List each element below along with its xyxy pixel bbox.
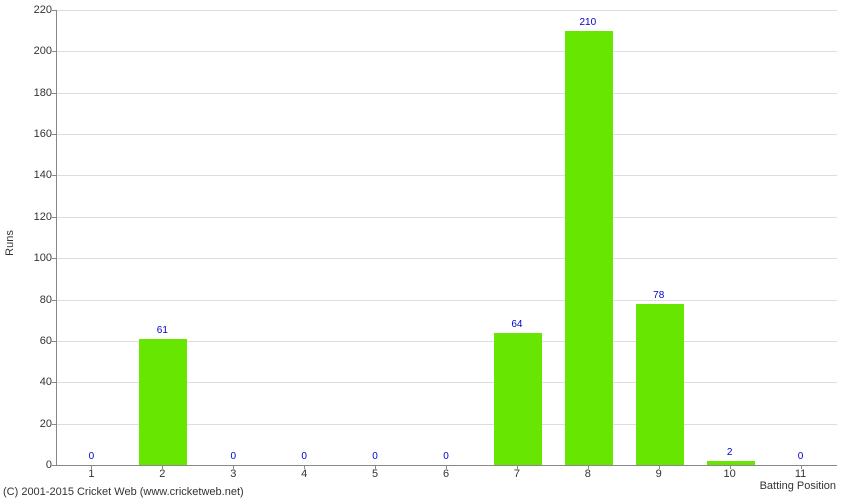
- bar: [139, 339, 187, 465]
- y-tick-mark: [52, 134, 56, 135]
- x-tick-label: 10: [710, 468, 750, 480]
- y-tick-label: 220: [22, 4, 52, 16]
- y-tick-label: 120: [22, 211, 52, 223]
- y-tick-mark: [52, 51, 56, 52]
- gridline: [57, 258, 837, 259]
- bar: [636, 304, 684, 465]
- x-tick-label: 2: [142, 468, 182, 480]
- gridline: [57, 134, 837, 135]
- bar-value-label: 2: [727, 447, 733, 458]
- gridline: [57, 10, 837, 11]
- copyright-text: (C) 2001-2015 Cricket Web (www.cricketwe…: [3, 486, 244, 498]
- bar-value-label: 0: [798, 451, 804, 462]
- y-tick-mark: [52, 93, 56, 94]
- x-tick-label: 3: [213, 468, 253, 480]
- chart-container: Runs Batting Position (C) 2001-2015 Cric…: [0, 0, 850, 500]
- y-tick-mark: [52, 424, 56, 425]
- y-tick-mark: [52, 258, 56, 259]
- bar-value-label: 0: [372, 451, 378, 462]
- y-tick-mark: [52, 175, 56, 176]
- x-tick-label: 6: [426, 468, 466, 480]
- x-tick-label: 9: [639, 468, 679, 480]
- y-tick-label: 140: [22, 169, 52, 181]
- y-tick-label: 180: [22, 87, 52, 99]
- gridline: [57, 175, 837, 176]
- x-tick-label: 11: [781, 468, 821, 480]
- bar: [565, 31, 613, 465]
- y-tick-mark: [52, 217, 56, 218]
- y-tick-label: 40: [22, 376, 52, 388]
- y-tick-label: 100: [22, 252, 52, 264]
- y-tick-mark: [52, 10, 56, 11]
- x-tick-label: 8: [568, 468, 608, 480]
- y-tick-mark: [52, 300, 56, 301]
- bar-value-label: 210: [579, 17, 596, 28]
- gridline: [57, 51, 837, 52]
- bar: [494, 333, 542, 465]
- bar-value-label: 0: [301, 451, 307, 462]
- bar-value-label: 64: [511, 319, 522, 330]
- bar-value-label: 0: [443, 451, 449, 462]
- y-tick-label: 80: [22, 294, 52, 306]
- y-tick-mark: [52, 382, 56, 383]
- gridline: [57, 93, 837, 94]
- bar-value-label: 0: [89, 451, 95, 462]
- y-tick-label: 20: [22, 418, 52, 430]
- bar-value-label: 78: [653, 290, 664, 301]
- x-tick-label: 5: [355, 468, 395, 480]
- gridline: [57, 300, 837, 301]
- x-tick-label: 1: [71, 468, 111, 480]
- bar-value-label: 0: [230, 451, 236, 462]
- gridline: [57, 217, 837, 218]
- bar-value-label: 61: [157, 325, 168, 336]
- y-tick-label: 160: [22, 128, 52, 140]
- y-tick-label: 200: [22, 45, 52, 57]
- plot-area: [56, 10, 837, 466]
- y-tick-label: 0: [22, 459, 52, 471]
- x-tick-label: 7: [497, 468, 537, 480]
- y-tick-mark: [52, 465, 56, 466]
- y-axis-label: Runs: [4, 230, 16, 256]
- y-tick-mark: [52, 341, 56, 342]
- x-tick-label: 4: [284, 468, 324, 480]
- x-axis-label: Batting Position: [760, 480, 836, 492]
- y-tick-label: 60: [22, 335, 52, 347]
